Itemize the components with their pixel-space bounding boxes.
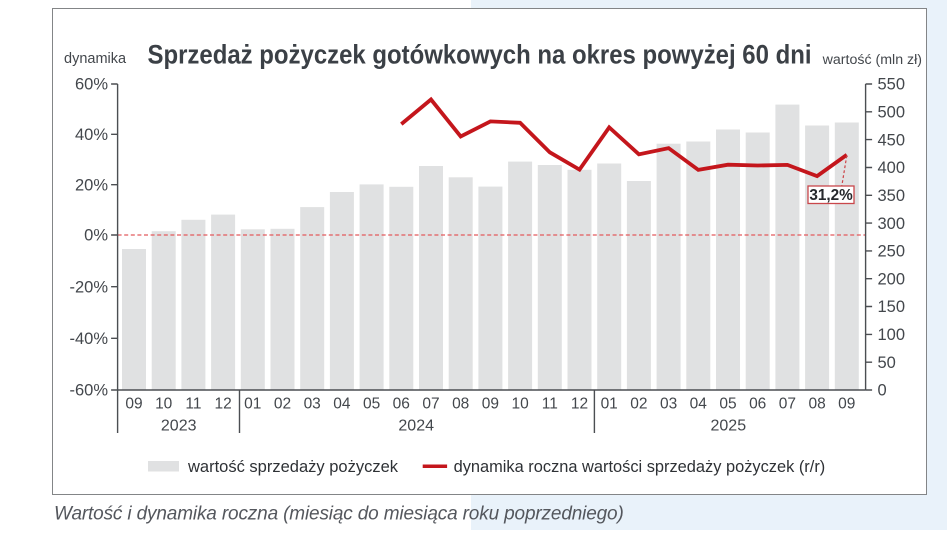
svg-text:Sprzedaż pożyczek gotówkowych: Sprzedaż pożyczek gotówkowych na okres p… <box>148 40 812 70</box>
svg-text:0%: 0% <box>84 227 108 245</box>
svg-text:08: 08 <box>452 396 469 413</box>
svg-text:05: 05 <box>363 396 380 413</box>
svg-text:01: 01 <box>244 396 261 413</box>
svg-text:450: 450 <box>878 131 906 149</box>
svg-text:09: 09 <box>838 396 855 413</box>
svg-text:01: 01 <box>601 396 618 413</box>
svg-text:250: 250 <box>878 243 906 261</box>
svg-text:07: 07 <box>779 396 796 413</box>
svg-text:04: 04 <box>333 396 351 413</box>
svg-text:wartość (mln zł): wartość (mln zł) <box>822 52 922 68</box>
svg-text:12: 12 <box>214 396 231 413</box>
svg-text:31,2%: 31,2% <box>809 187 853 204</box>
svg-text:20%: 20% <box>75 176 108 194</box>
svg-text:50: 50 <box>878 354 896 372</box>
svg-text:10: 10 <box>511 396 529 413</box>
svg-text:150: 150 <box>878 298 906 316</box>
svg-text:11: 11 <box>542 396 558 413</box>
svg-text:Wartość i dynamika roczna (mie: Wartość i dynamika roczna (miesiąc do mi… <box>54 504 624 525</box>
svg-text:200: 200 <box>878 270 906 288</box>
svg-text:400: 400 <box>878 159 906 177</box>
svg-text:09: 09 <box>482 396 499 413</box>
svg-text:04: 04 <box>690 396 708 413</box>
svg-text:0: 0 <box>878 382 887 400</box>
svg-text:12: 12 <box>571 396 588 413</box>
svg-text:500: 500 <box>878 104 906 122</box>
svg-text:10: 10 <box>155 396 173 413</box>
svg-text:wartość sprzedaży pożyczek: wartość sprzedaży pożyczek <box>187 458 399 476</box>
svg-text:03: 03 <box>660 396 677 413</box>
svg-text:02: 02 <box>630 396 647 413</box>
svg-text:11: 11 <box>185 396 201 413</box>
svg-text:300: 300 <box>878 215 906 233</box>
svg-text:-60%: -60% <box>69 382 108 400</box>
svg-text:05: 05 <box>719 396 736 413</box>
svg-text:60%: 60% <box>75 76 108 94</box>
svg-text:dynamika: dynamika <box>64 51 127 67</box>
svg-text:02: 02 <box>274 396 291 413</box>
svg-text:-20%: -20% <box>69 278 108 296</box>
svg-text:100: 100 <box>878 326 906 344</box>
svg-text:07: 07 <box>422 396 439 413</box>
svg-text:dynamika roczna wartości sprze: dynamika roczna wartości sprzedaży pożyc… <box>454 458 826 476</box>
svg-text:03: 03 <box>304 396 321 413</box>
svg-text:550: 550 <box>878 76 906 94</box>
svg-text:2025: 2025 <box>711 418 747 435</box>
svg-text:2024: 2024 <box>398 418 434 435</box>
svg-text:06: 06 <box>393 396 410 413</box>
svg-text:-40%: -40% <box>69 330 108 348</box>
svg-text:09: 09 <box>125 396 142 413</box>
svg-text:350: 350 <box>878 187 906 205</box>
svg-text:40%: 40% <box>75 126 108 144</box>
svg-text:2023: 2023 <box>161 418 197 435</box>
svg-text:08: 08 <box>808 396 825 413</box>
svg-text:06: 06 <box>749 396 766 413</box>
